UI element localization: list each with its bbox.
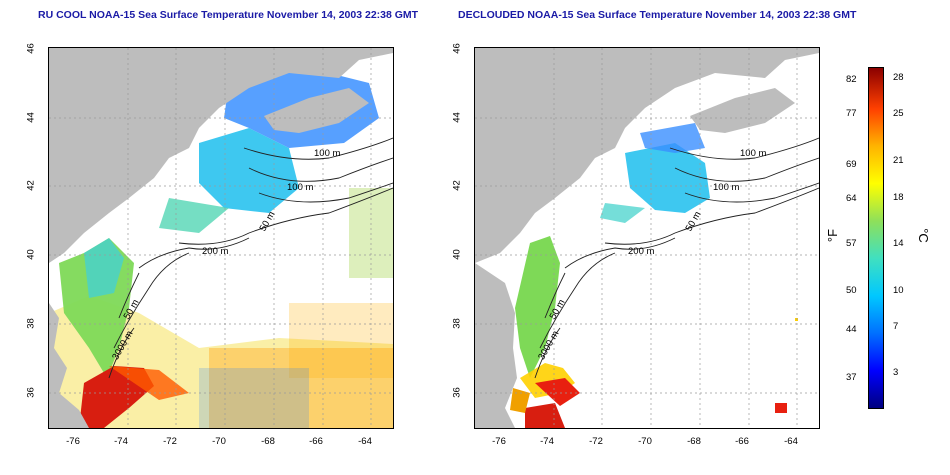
graticule-left	[49, 48, 393, 428]
contour-label: 200 m	[202, 246, 229, 257]
x-tick: -76	[492, 436, 506, 447]
celsius-tick: 10	[893, 285, 904, 296]
fahrenheit-tick: 57	[846, 238, 857, 249]
celsius-tick: 14	[893, 238, 904, 249]
panel-title-right: DECLOUDED NOAA-15 Sea Surface Temperatur…	[458, 9, 857, 21]
fahrenheit-tick: 77	[846, 108, 857, 119]
sst-map-right	[475, 48, 819, 428]
y-tick: 38	[451, 318, 463, 329]
x-tick: -76	[66, 436, 80, 447]
contour-label: 100 m	[713, 182, 740, 193]
y-tick: 46	[25, 43, 37, 54]
celsius-tick: 18	[893, 192, 904, 203]
y-tick: 42	[451, 180, 463, 191]
temperature-colorbar	[868, 67, 884, 409]
graticule-right	[475, 48, 819, 428]
y-tick: 44	[451, 112, 463, 123]
y-tick: 40	[25, 249, 37, 260]
panel-title-left: RU COOL NOAA-15 Sea Surface Temperature …	[38, 9, 419, 21]
celsius-tick: 3	[893, 367, 899, 378]
x-tick: -70	[638, 436, 652, 447]
x-tick: -72	[589, 436, 603, 447]
contour-label: 100 m	[314, 148, 341, 159]
bathymetry-contours-right	[534, 137, 819, 379]
x-tick: -64	[784, 436, 798, 447]
x-tick: -68	[261, 436, 275, 447]
contour-label: 100 m	[287, 182, 314, 193]
fahrenheit-unit-label: °F	[825, 228, 841, 243]
x-tick: -68	[687, 436, 701, 447]
x-tick: -66	[735, 436, 749, 447]
fahrenheit-tick: 50	[846, 285, 857, 296]
y-tick: 36	[451, 387, 463, 398]
contour-label: 100 m	[740, 148, 767, 159]
y-tick: 44	[25, 112, 37, 123]
x-tick: -70	[212, 436, 226, 447]
x-tick: -64	[358, 436, 372, 447]
fahrenheit-tick: 82	[846, 74, 857, 85]
x-tick: -66	[309, 436, 323, 447]
y-tick: 38	[25, 318, 37, 329]
fahrenheit-tick: 37	[846, 372, 857, 383]
x-tick: -72	[163, 436, 177, 447]
celsius-tick: 28	[893, 72, 904, 83]
celsius-tick: 21	[893, 155, 904, 166]
sst-map-left	[49, 48, 393, 428]
y-tick: 40	[451, 249, 463, 260]
map-panel-left: 100 m 100 m 50 m 200 m 50 m 3000 m	[48, 47, 394, 429]
fahrenheit-tick: 64	[846, 193, 857, 204]
fahrenheit-tick: 69	[846, 159, 857, 170]
y-tick: 42	[25, 180, 37, 191]
map-panel-right: 100 m 100 m 50 m 200 m 50 m 3000 m	[474, 47, 820, 429]
fahrenheit-tick: 44	[846, 324, 857, 335]
celsius-unit-label: °C	[915, 228, 931, 243]
bathymetry-contours-left	[108, 137, 393, 379]
celsius-tick: 25	[893, 108, 904, 119]
x-tick: -74	[540, 436, 554, 447]
contour-label: 200 m	[628, 246, 655, 257]
y-tick: 46	[451, 43, 463, 54]
celsius-tick: 7	[893, 321, 899, 332]
y-tick: 36	[25, 387, 37, 398]
sst-speckles-left	[199, 188, 393, 428]
x-tick: -74	[114, 436, 128, 447]
